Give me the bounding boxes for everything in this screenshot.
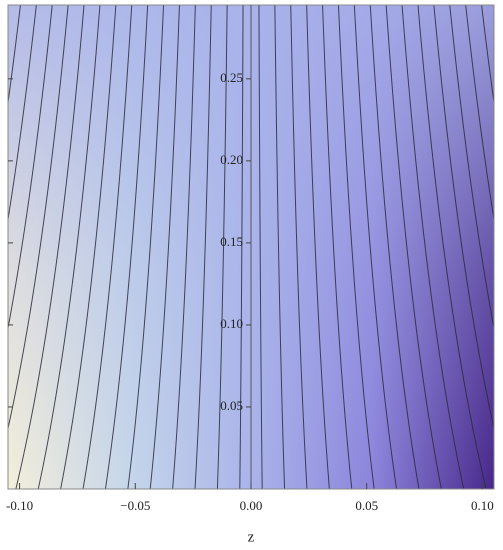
contour-line: [8, 5, 53, 331]
contour-line: [0, 5, 5, 489]
y-tick-label: 0.05: [220, 398, 243, 413]
y-tick-label: 0.10: [220, 316, 243, 331]
contour-line: [15, 5, 85, 489]
contour-line: [353, 5, 398, 489]
contour-line: [322, 5, 353, 489]
contour-line: [449, 5, 494, 331]
contour-line: [290, 5, 308, 489]
contour-line: [369, 5, 420, 489]
contour-line: [149, 5, 180, 489]
contour-line: [127, 5, 165, 489]
contour-line: [385, 5, 442, 489]
x-axis-title: z: [248, 529, 255, 545]
contour-line: [337, 5, 375, 489]
contour-line: [8, 5, 69, 431]
y-tick-label: 0.25: [220, 70, 243, 85]
contour-line: [465, 5, 494, 223]
contour-line: [194, 5, 212, 489]
x-tick-label: -0.10: [6, 498, 33, 513]
contour-line: [497, 5, 503, 489]
contour-line: [401, 5, 465, 489]
contours: [0, 5, 503, 489]
contour-line: [8, 5, 21, 106]
contour-line: [172, 5, 196, 489]
contour-line: [37, 5, 101, 489]
x-tick-label: 0.10: [471, 498, 494, 513]
contour-line: [306, 5, 330, 489]
contour-line: [60, 5, 117, 489]
contour-line: [104, 5, 149, 489]
contour-line: [417, 5, 487, 489]
contour-line: [8, 5, 37, 223]
contour-line: [82, 5, 133, 489]
x-tick-label: 0.05: [355, 498, 378, 513]
y-tick-label: 0.15: [220, 234, 243, 249]
y-tick-label: 0.20: [220, 152, 243, 167]
contour-line: [216, 5, 228, 489]
contour-line: [433, 5, 494, 431]
contour-line: [274, 5, 286, 489]
x-tick-label: −0.05: [120, 498, 150, 513]
contour-line: [239, 5, 244, 489]
contour-line: [258, 5, 263, 489]
x-tick-label: 0.00: [240, 498, 263, 513]
contour-line: [481, 5, 494, 106]
